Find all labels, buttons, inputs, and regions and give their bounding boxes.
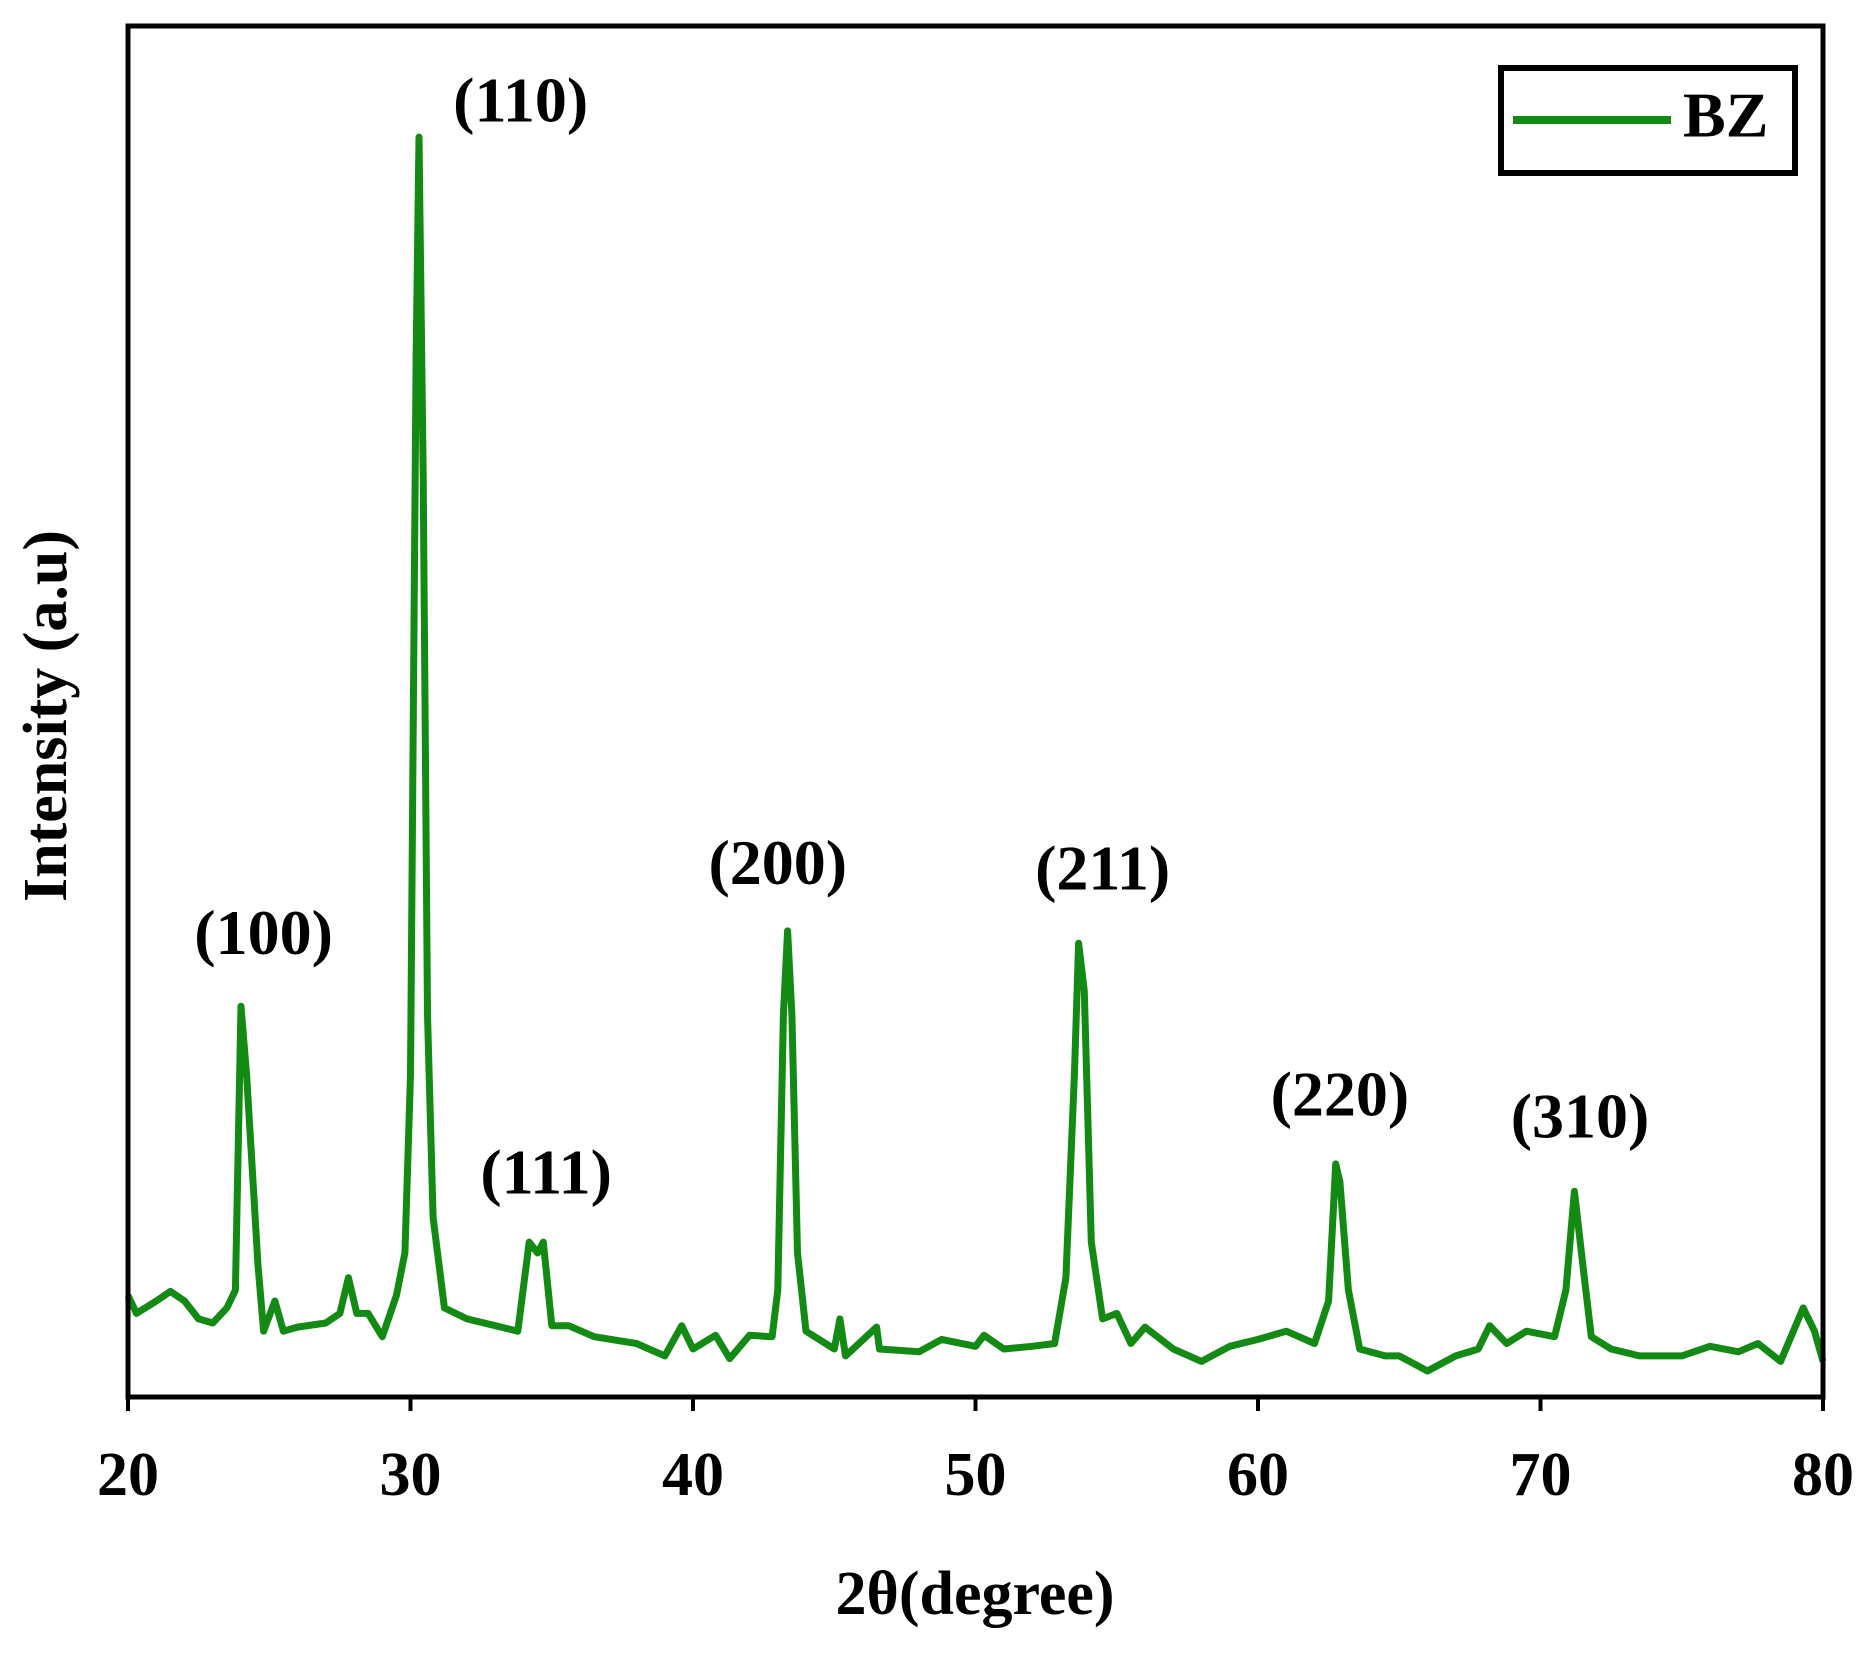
peak-label: (200) bbox=[708, 827, 847, 898]
x-tick-label: 60 bbox=[1227, 1441, 1289, 1509]
x-axis-label: 2θ(degree) bbox=[835, 1560, 1114, 1628]
x-tick-label: 30 bbox=[380, 1441, 442, 1509]
plot-frame bbox=[125, 23, 1826, 1400]
x-tick-label: 70 bbox=[1510, 1441, 1572, 1509]
peak-label: (111) bbox=[480, 1137, 612, 1208]
peak-label: (220) bbox=[1271, 1059, 1410, 1130]
peak-label: (310) bbox=[1511, 1080, 1650, 1151]
data-line bbox=[124, 133, 1827, 1375]
x-tick-label: 40 bbox=[662, 1441, 724, 1509]
x-tick-label: 20 bbox=[97, 1441, 159, 1509]
peak-label: (211) bbox=[1035, 832, 1170, 903]
peak-label: (100) bbox=[194, 897, 333, 968]
legend-label: BZ bbox=[1683, 80, 1768, 151]
y-axis-label: Intensity (a.u) bbox=[12, 530, 80, 902]
peak-label: (110) bbox=[453, 65, 588, 136]
x-tick-label: 50 bbox=[945, 1441, 1007, 1509]
x-tick-label: 80 bbox=[1792, 1441, 1854, 1509]
